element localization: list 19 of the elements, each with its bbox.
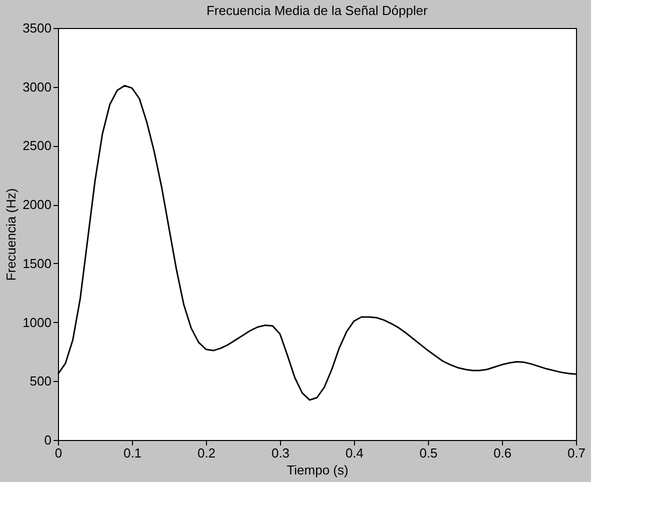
y-tick-label: 2500 (22, 138, 52, 154)
x-tick-label: 0.4 (345, 446, 364, 460)
x-tick-label: 0.7 (567, 446, 586, 460)
y-tick-label: 2000 (22, 197, 52, 212)
chart-title: Frecuencia Media de la Señal Dóppler (206, 3, 428, 18)
x-tick-label: 0.5 (419, 446, 438, 460)
x-tick-label: 0.1 (123, 446, 142, 460)
y-tick-label: 3000 (22, 79, 52, 94)
x-tick-label: 0.3 (271, 446, 290, 460)
y-tick-label: 0 (44, 432, 52, 448)
y-tick-label: 1500 (22, 256, 52, 271)
x-tick-label: 0 (54, 446, 62, 460)
y-tick-label: 500 (30, 374, 52, 389)
x-axis-title: Tiempo (s) (286, 462, 348, 478)
y-tick-label: 3500 (22, 20, 52, 36)
x-tick-label: 0.6 (493, 446, 512, 460)
y-tick-label: 1000 (22, 314, 52, 330)
y-axis-title: Frecuencia (Hz) (4, 188, 19, 281)
x-tick-label: 0.2 (197, 446, 216, 460)
